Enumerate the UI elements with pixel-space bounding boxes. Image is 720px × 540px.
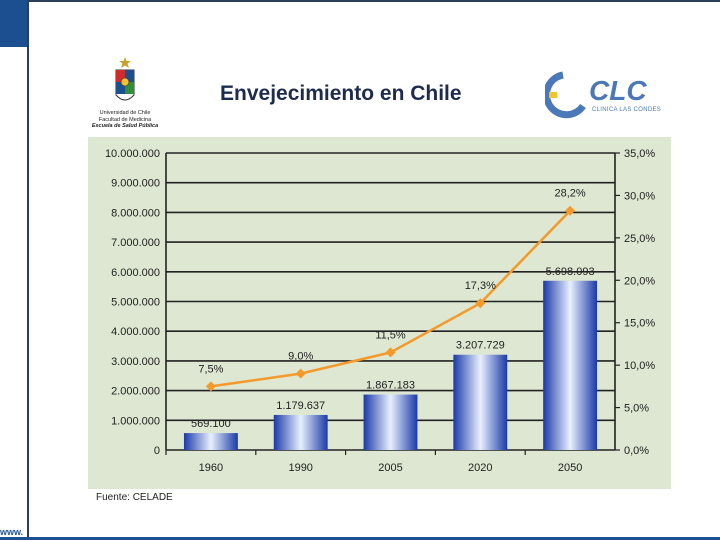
bar xyxy=(363,394,418,450)
y-left-tick-label: 2.000.000 xyxy=(111,386,160,398)
uchile-school: Escuela de Salud Pública xyxy=(91,123,159,129)
left-border-line xyxy=(27,0,29,540)
bottom-border-line xyxy=(0,537,720,540)
percent-point xyxy=(205,381,216,392)
percent-point xyxy=(565,205,576,216)
y-left-tick-label: 8.000.000 xyxy=(111,207,160,219)
y-left-tick-label: 0 xyxy=(154,445,160,457)
y-right-tick-label: 25,0% xyxy=(624,233,655,245)
footer-www: www. xyxy=(0,527,24,537)
y-left-tick-label: 1.000.000 xyxy=(111,415,160,427)
percent-point xyxy=(475,298,486,309)
clc-logo-text: CLC xyxy=(589,75,647,106)
percent-label: 11,5% xyxy=(375,329,406,341)
y-left-tick-label: 5.000.000 xyxy=(111,297,160,309)
y-right-tick-label: 5,0% xyxy=(624,403,649,415)
left-accent-bar xyxy=(0,0,27,540)
left-accent-block xyxy=(0,0,27,47)
aging-chart: 0 1.000.000 2.000.000 3.000.000 4.000.000 5.0… xyxy=(105,148,655,474)
bar-value-label: 3.207.729 xyxy=(456,340,505,352)
y-right-tick-label: 20,0% xyxy=(624,275,655,287)
bar xyxy=(543,280,598,450)
uchile-faculty: Facultad de Medicina xyxy=(98,116,152,123)
percent-label: 17,3% xyxy=(465,280,496,292)
percent-label: 7,5% xyxy=(198,363,223,375)
bar-value-label: 1.179.637 xyxy=(276,400,325,412)
clc-subtitle: CLINICA LAS CONDES xyxy=(592,107,662,113)
uchile-crest-logo xyxy=(115,57,135,101)
percent-label: 9,0% xyxy=(288,351,313,363)
y-left-tick-label: 4.000.000 xyxy=(111,326,160,338)
y-left-tick-label: 7.000.000 xyxy=(111,237,160,249)
y-left-tick-label: 9.000.000 xyxy=(111,178,160,190)
uchile-text-block: Universidad de Chile Facultad de Medicin… xyxy=(80,110,170,130)
top-border-line xyxy=(27,0,720,2)
x-tick-label: 1990 xyxy=(288,462,312,474)
x-tick-label: 1960 xyxy=(199,462,223,474)
bar xyxy=(273,414,328,450)
y-right-tick-label: 15,0% xyxy=(624,318,655,330)
bar xyxy=(453,354,508,450)
percent-line xyxy=(210,209,571,388)
chart-source: Fuente: CELADE xyxy=(96,492,173,503)
y-left-tick-label: 10.000.000 xyxy=(105,148,160,160)
percent-label: 28,2% xyxy=(554,188,585,200)
percent-point xyxy=(295,368,306,379)
y-right-tick-label: 35,0% xyxy=(624,148,655,160)
y-right-tick-label: 30,0% xyxy=(624,190,655,202)
uchile-name: Universidad de Chile xyxy=(99,110,151,116)
percent-point xyxy=(385,347,396,358)
bar-value-label: 1.867.183 xyxy=(366,380,415,392)
chart-panel: 0 1.000.000 2.000.000 3.000.000 4.000.000 5.0… xyxy=(88,137,671,489)
bar-value-label: 569.100 xyxy=(191,418,231,430)
x-tick-label: 2050 xyxy=(558,462,582,474)
y-right-tick-label: 0,0% xyxy=(624,445,649,457)
page-title: Envejecimiento en Chile xyxy=(220,82,462,105)
y-left-tick-label: 3.000.000 xyxy=(111,356,160,368)
y-right-tick-label: 10,0% xyxy=(624,360,655,372)
bar-value-label: 5.698.093 xyxy=(546,266,595,278)
clc-logo: CLC xyxy=(545,71,647,119)
y-left-tick-label: 6.000.000 xyxy=(111,267,160,279)
x-tick-label: 2020 xyxy=(468,462,492,474)
bar xyxy=(183,433,238,450)
x-tick-label: 2005 xyxy=(378,462,402,474)
